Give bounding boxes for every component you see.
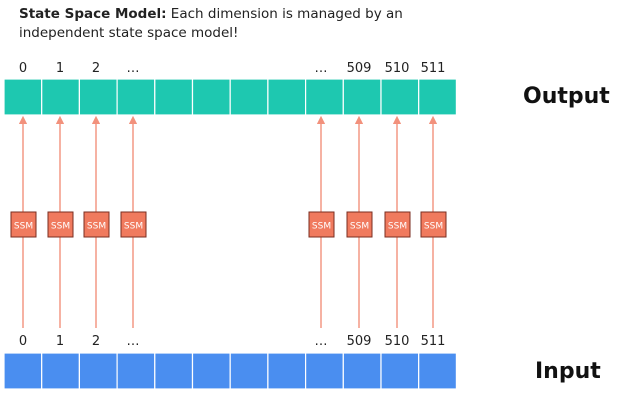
ssm-box bbox=[120, 211, 147, 238]
input-index-labels: 0 1 2 … … 509 510 511 bbox=[19, 334, 446, 349]
ssm-label: SSM bbox=[312, 222, 331, 232]
output-cell bbox=[305, 78, 344, 116]
caption-bold: State Space Model: bbox=[19, 6, 167, 22]
input-index-label: 2 bbox=[92, 334, 100, 349]
ssm-label: SSM bbox=[388, 222, 407, 232]
output-cell bbox=[267, 78, 307, 116]
output-index-label: 1 bbox=[56, 61, 64, 76]
ssm-boxes: SSM SSM SSM SSM SSM SSM SSM SSM bbox=[10, 211, 447, 238]
output-index-label: 2 bbox=[92, 61, 100, 76]
output-cell bbox=[191, 78, 231, 116]
input-cell bbox=[78, 352, 118, 390]
ssm-box bbox=[420, 211, 447, 238]
output-index-label: 510 bbox=[385, 61, 410, 76]
ssm-box bbox=[10, 211, 37, 238]
input-index-label: 509 bbox=[347, 334, 372, 349]
ssm-label: SSM bbox=[87, 222, 106, 232]
input-index-label: 0 bbox=[19, 334, 27, 349]
input-index-label: 510 bbox=[385, 334, 410, 349]
ssm-label: SSM bbox=[14, 222, 33, 232]
ssm-box bbox=[346, 211, 373, 238]
output-cell bbox=[418, 78, 458, 116]
input-index-label: 1 bbox=[56, 334, 64, 349]
ssm-label: SSM bbox=[424, 222, 443, 232]
output-cell bbox=[116, 78, 156, 116]
input-cell bbox=[418, 352, 458, 390]
input-index-label: … bbox=[127, 334, 140, 349]
ssm-label: SSM bbox=[51, 222, 70, 232]
caption-text: Each dimension is managed by an independ… bbox=[19, 6, 403, 41]
diagram-caption: State Space Model: Each dimension is man… bbox=[19, 5, 439, 43]
ssm-box bbox=[308, 211, 335, 238]
output-cell bbox=[380, 78, 420, 116]
input-cell bbox=[305, 352, 344, 390]
ssm-label: SSM bbox=[350, 222, 369, 232]
output-index-label: 0 bbox=[19, 61, 27, 76]
output-cell bbox=[78, 78, 118, 116]
input-cell bbox=[116, 352, 156, 390]
output-cell bbox=[154, 78, 194, 116]
output-index-label: 509 bbox=[347, 61, 372, 76]
input-cell bbox=[267, 352, 307, 390]
output-label: Output bbox=[523, 84, 610, 109]
ssm-label: SSM bbox=[124, 222, 143, 232]
output-index-label: … bbox=[127, 61, 140, 76]
input-row bbox=[3, 352, 458, 390]
output-cell bbox=[41, 78, 81, 116]
output-index-label: 511 bbox=[421, 61, 446, 76]
input-cell bbox=[41, 352, 81, 390]
output-row bbox=[3, 78, 458, 116]
input-cell bbox=[191, 352, 231, 390]
output-cell bbox=[229, 78, 269, 116]
input-index-label: 511 bbox=[421, 334, 446, 349]
input-cell bbox=[3, 352, 43, 390]
output-index-labels: 0 1 2 … … 509 510 511 bbox=[19, 61, 446, 76]
input-index-label: … bbox=[315, 334, 328, 349]
ssm-box bbox=[83, 211, 110, 238]
input-label: Input bbox=[535, 359, 601, 384]
input-cell bbox=[229, 352, 269, 390]
output-index-label: … bbox=[315, 61, 328, 76]
input-cell bbox=[154, 352, 194, 390]
ssm-box bbox=[47, 211, 74, 238]
ssm-box bbox=[384, 211, 411, 238]
input-cell bbox=[342, 352, 382, 390]
input-cell bbox=[380, 352, 420, 390]
output-cell bbox=[3, 78, 43, 116]
output-cell bbox=[342, 78, 382, 116]
